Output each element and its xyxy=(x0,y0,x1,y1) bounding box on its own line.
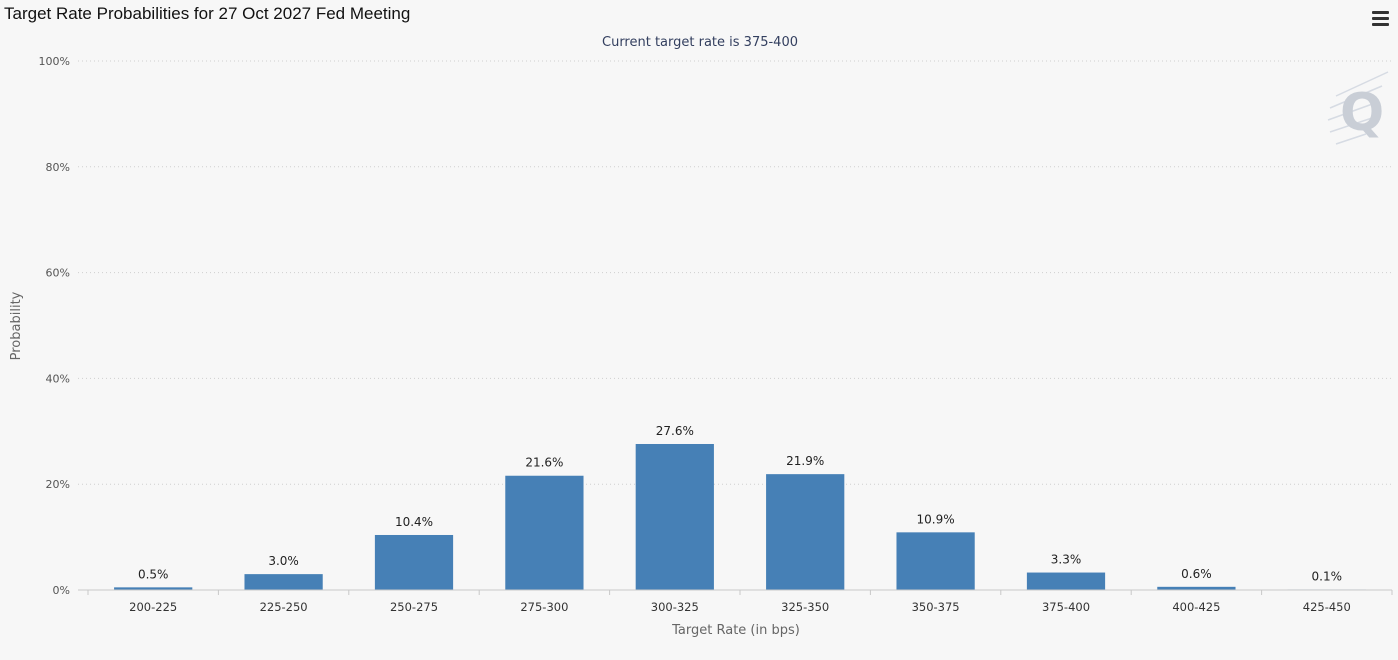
bar-325-350[interactable] xyxy=(766,474,845,590)
menu-line xyxy=(1371,16,1389,20)
y-tick-label: 60% xyxy=(46,267,70,280)
x-tick-label: 400-425 xyxy=(1172,600,1220,614)
bar-300-325[interactable] xyxy=(635,443,714,590)
bar-275-300[interactable] xyxy=(505,475,584,590)
bar-350-375[interactable] xyxy=(896,532,975,590)
data-label: 27.6% xyxy=(656,424,694,438)
x-axis-title: Target Rate (in bps) xyxy=(671,623,800,638)
watermark-logo: Q xyxy=(1327,71,1389,145)
bar-200-225[interactable] xyxy=(114,587,193,590)
data-label: 0.5% xyxy=(138,567,169,581)
data-label: 3.3% xyxy=(1051,553,1082,567)
bars xyxy=(114,443,1366,590)
menu-line xyxy=(1371,22,1389,26)
watermark-q: Q xyxy=(1340,83,1384,143)
watermark-stroke xyxy=(1329,85,1383,109)
data-label: 0.1% xyxy=(1312,569,1343,583)
hamburger-menu-icon[interactable] xyxy=(1370,8,1390,28)
grid-lines xyxy=(78,60,1392,485)
data-label: 10.9% xyxy=(917,512,955,526)
x-tick-label: 425-450 xyxy=(1303,600,1351,614)
x-axis-ticks: 200-225 225-250 250-275 275-300 300-325 325-3… xyxy=(87,590,1393,614)
bar-400-425[interactable] xyxy=(1157,586,1236,590)
bar-225-250[interactable] xyxy=(244,574,323,590)
page-title: Target Rate Probabilities for 27 Oct 202… xyxy=(4,4,411,23)
x-tick-label: 375-400 xyxy=(1042,600,1090,614)
menu-line xyxy=(1371,10,1389,14)
data-label: 10.4% xyxy=(395,515,433,529)
data-label: 0.6% xyxy=(1181,567,1212,581)
y-tick-label: 100% xyxy=(39,55,70,68)
chart-subtitle: Current target rate is 375-400 xyxy=(602,35,798,50)
bar-375-400[interactable] xyxy=(1026,572,1106,590)
x-tick-label: 200-225 xyxy=(129,600,177,614)
data-label: 3.0% xyxy=(268,554,299,568)
data-label: 21.6% xyxy=(525,456,563,470)
x-tick-label: 325-350 xyxy=(781,600,829,614)
watermark-stroke xyxy=(1329,117,1373,133)
watermark-stroke xyxy=(1335,133,1367,145)
x-tick-label: 250-275 xyxy=(390,600,438,614)
bar-250-275[interactable] xyxy=(374,534,454,590)
x-tick-label: 350-375 xyxy=(912,600,960,614)
x-tick-label: 275-300 xyxy=(520,600,568,614)
y-axis-title: Probability xyxy=(9,291,24,360)
x-tick-label: 225-250 xyxy=(260,600,308,614)
y-tick-label: 0% xyxy=(53,584,70,597)
data-labels: 0.5% 3.0% 10.4% 21.6% 27.6% 21.9% 10.9% 3.3% 0.6… xyxy=(138,424,1342,583)
y-tick-label: 20% xyxy=(46,478,70,491)
y-tick-label: 80% xyxy=(46,161,70,174)
watermark-stroke xyxy=(1335,71,1389,97)
data-label: 21.9% xyxy=(786,454,824,468)
watermark-stroke xyxy=(1327,101,1379,121)
y-axis-ticks: 0% 20% 40% 60% 80% 100% xyxy=(39,55,70,597)
x-tick-label: 300-325 xyxy=(651,600,699,614)
y-tick-label: 40% xyxy=(46,372,70,385)
